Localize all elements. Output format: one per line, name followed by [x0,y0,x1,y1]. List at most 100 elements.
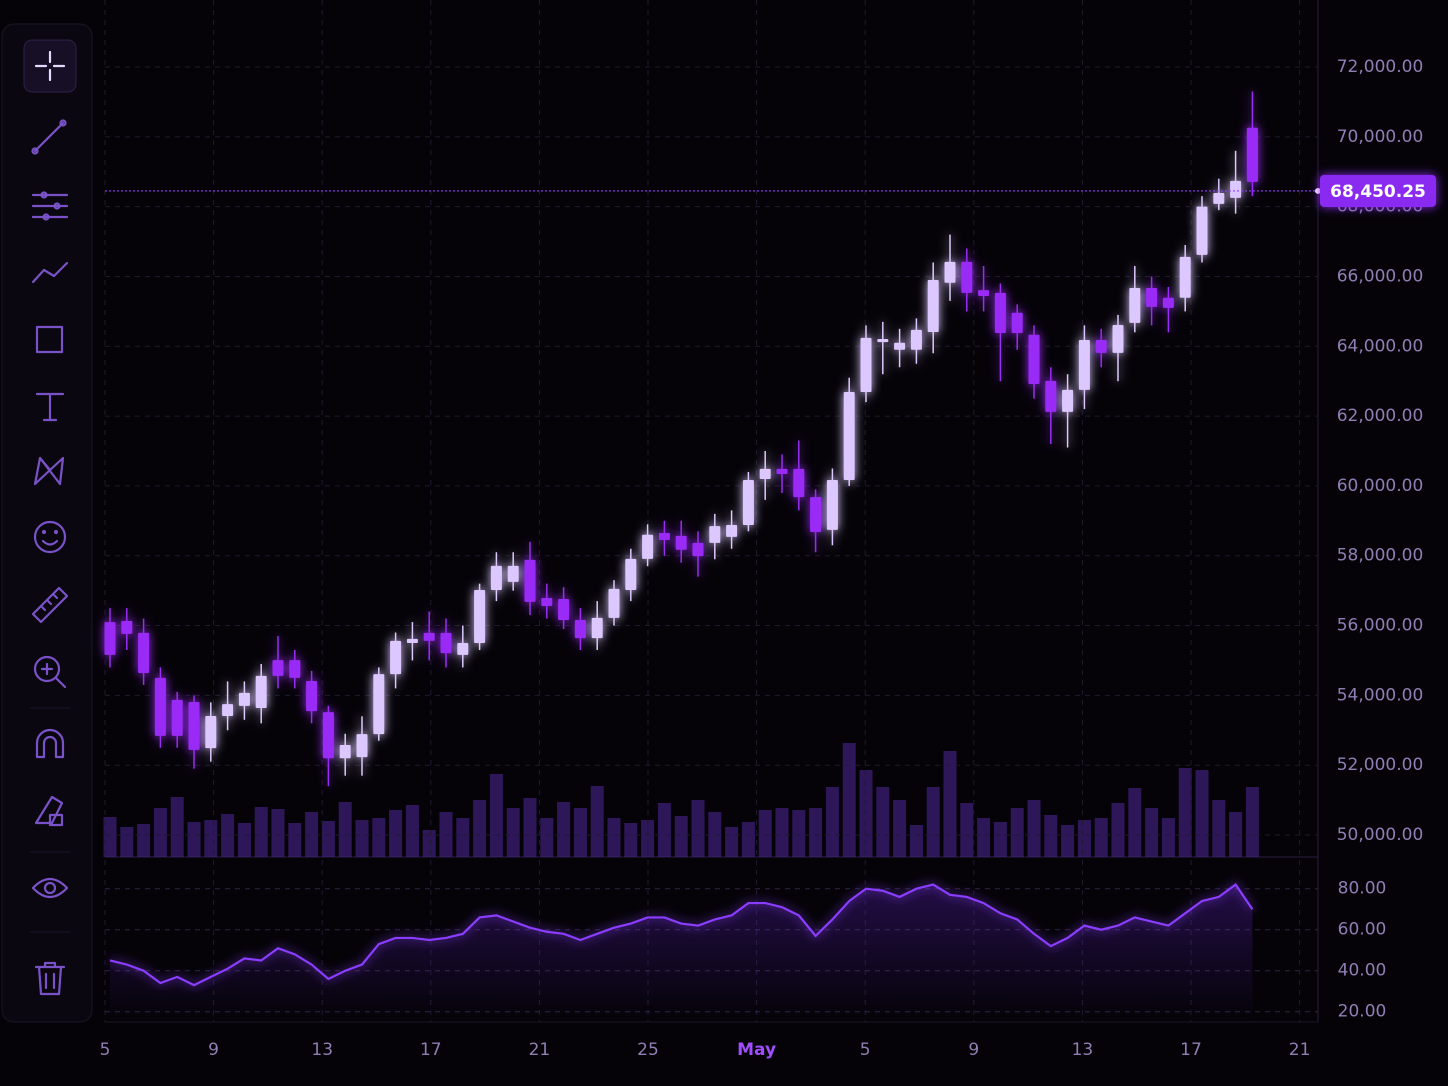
candle-body [171,699,183,736]
volume-bar [893,800,907,857]
volume-bar [909,825,923,857]
pattern-tool[interactable] [33,456,65,486]
candle-body [1129,287,1141,323]
candle-body [1179,256,1191,298]
volume-bar [674,816,688,857]
candle-body [188,702,200,750]
candles [104,91,1258,787]
volume-bar [355,820,369,857]
candle-body [1028,334,1040,384]
volume-bar [657,803,671,857]
volume-bar [120,827,134,857]
x-tick-label: 5 [100,1040,111,1060]
candle-body [877,338,889,343]
candle-body [625,558,637,590]
candle-body [658,533,670,541]
rsi-line [109,883,1254,987]
candle-body [558,599,570,620]
candle-body [826,479,838,530]
volume-bar [473,800,487,857]
delete-tool[interactable] [34,961,66,996]
candle-body [541,597,553,607]
y-tick-label: 54,000.00 [1337,685,1424,705]
volume-bar [439,812,453,857]
volume-bar [1145,808,1159,857]
volume-bar [389,810,403,857]
candle-body [793,468,805,498]
text-tool[interactable] [35,392,65,422]
current-price-dot [1315,187,1321,194]
x-tick-label: 13 [311,1040,333,1060]
x-tick-label: 17 [1180,1040,1202,1060]
x-tick-label: 21 [1289,1040,1311,1060]
candle-body [927,279,939,332]
volume-bar [708,812,722,857]
volume-bar [1094,818,1108,857]
volume-bar [1027,800,1041,857]
candle-body [994,292,1006,334]
crosshair-tool[interactable] [34,50,66,82]
candle-body [1011,312,1023,334]
volume-bar [792,810,806,857]
volume-bar [540,818,554,857]
candle-body [1062,389,1074,412]
volume-bar [1044,815,1058,857]
volume-bar [607,818,621,857]
candle-body [474,589,486,644]
candle-body [843,392,855,480]
x-tick-label: 9 [208,1040,219,1060]
ruler-tool[interactable] [31,586,69,624]
visibility-tool[interactable] [31,877,69,899]
zoom-tool[interactable] [33,655,67,689]
y-tick-label: 72,000.00 [1337,57,1424,77]
volume-bar [1111,803,1125,857]
rectangle-tool[interactable] [35,325,64,354]
volume-bar [590,786,604,857]
volume-bar [254,807,268,857]
current-price-badge [1320,174,1436,207]
volume-bar [1195,770,1209,857]
candle-body [255,675,267,708]
candle-body [121,621,133,634]
volume-bar [237,823,251,857]
volume-bar [422,830,436,857]
volume-bar [741,822,755,857]
volume-bar [1010,808,1024,857]
candle-body [776,468,788,475]
y-tick-label: 62,000.00 [1337,406,1424,426]
volume-bar [557,802,571,857]
y-tick-label: 64,000.00 [1337,336,1424,356]
candle-body [742,479,754,526]
x-tick-label: 17 [420,1040,442,1060]
y-tick-label: 66,000.00 [1337,266,1424,286]
candle-body [709,526,721,543]
volume-bar [1061,825,1075,857]
lock-tool[interactable] [34,795,64,827]
volume-bar [1161,818,1175,857]
candle-body [490,565,502,590]
candle-body [759,468,771,479]
candle-body [1196,206,1208,255]
volume-bar [775,808,789,857]
active-tool-bg[interactable] [23,39,77,93]
volume-bar [271,809,285,857]
current-price-label: 68,450.25 [1330,182,1426,202]
x-tick-label: May [737,1040,776,1060]
volume-bar [288,823,302,857]
magnet-tool[interactable] [35,728,65,759]
candle-body [1213,193,1225,204]
trend-line-tool[interactable] [31,119,67,155]
candle-body [222,704,234,716]
polyline-tool[interactable] [31,261,69,284]
emoji-tool[interactable] [33,520,67,554]
volume-bar [1229,812,1243,857]
y-tick-label: 50,000.00 [1337,825,1424,845]
candle-body [457,643,469,655]
candle-body [322,712,334,759]
volume-bar [859,770,873,857]
candle-body [944,261,956,283]
settings-tool[interactable] [31,191,69,221]
candle-body [1246,127,1258,182]
candle-body [356,734,368,758]
